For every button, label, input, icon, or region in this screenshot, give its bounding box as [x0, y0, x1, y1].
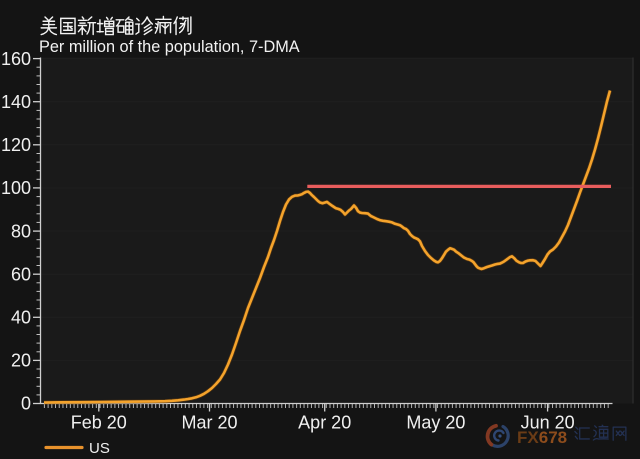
- svg-text:Per million of the population,: Per million of the population, 7-DMA: [39, 38, 300, 56]
- svg-text:FX678: FX678: [517, 428, 567, 447]
- svg-text:Feb 20: Feb 20: [71, 413, 127, 433]
- svg-text:0: 0: [21, 394, 31, 414]
- svg-text:160: 160: [1, 49, 31, 69]
- svg-text:May 20: May 20: [406, 413, 465, 433]
- svg-text:80: 80: [11, 221, 31, 241]
- svg-text:60: 60: [11, 264, 31, 284]
- svg-text:Jun 20: Jun 20: [521, 413, 575, 433]
- svg-text:100: 100: [1, 178, 31, 198]
- svg-text:140: 140: [1, 92, 31, 112]
- svg-text:US: US: [89, 440, 110, 457]
- svg-text:20: 20: [11, 351, 31, 371]
- svg-text:120: 120: [1, 135, 31, 155]
- svg-text:Mar 20: Mar 20: [181, 413, 237, 433]
- svg-text:40: 40: [11, 308, 31, 328]
- svg-text:Apr 20: Apr 20: [298, 413, 351, 433]
